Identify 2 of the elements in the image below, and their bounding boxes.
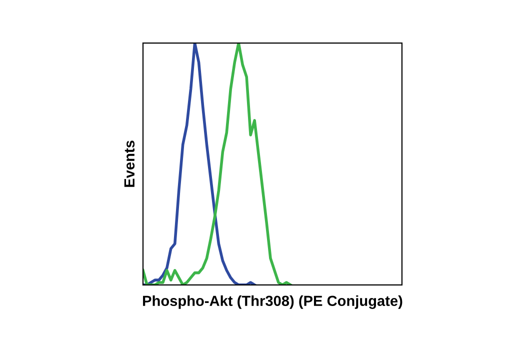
y-axis-title: Events [124, 140, 135, 187]
x-axis-title: Phospho-Akt (Thr308) (PE Conjugate) [143, 295, 402, 309]
